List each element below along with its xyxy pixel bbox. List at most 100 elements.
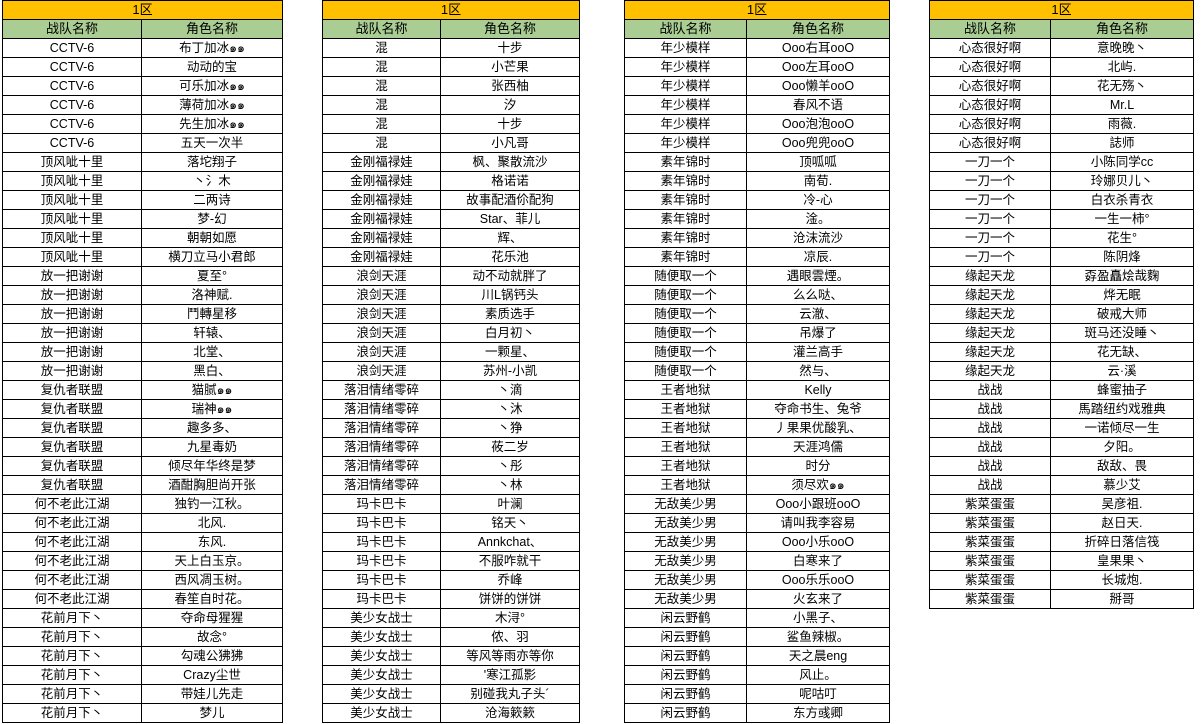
cell-team-name: 随便取一个	[624, 323, 747, 343]
cell-role-name: Ooo乐乐ooO	[746, 570, 890, 590]
cell-role-name: 布丁加冰๑๑	[141, 38, 283, 58]
cell-team-name: 战战	[929, 437, 1051, 457]
cell-team-name: 花前月下丶	[2, 684, 142, 704]
cell-team-name: 何不老此江湖	[2, 494, 142, 514]
cell-role-name: Mr.L	[1050, 95, 1194, 115]
cell-role-name: 十步	[440, 114, 580, 134]
cell-team-name: 顶风呲十里	[2, 190, 142, 210]
table-row: 顶风呲十里 横刀立马小君郎	[2, 247, 283, 267]
cell-team-name: 无敌美少男	[624, 551, 747, 571]
table-row: 紫菜蛋蛋 皇果果丶	[929, 551, 1194, 571]
table-row: 复仇者联盟 瑞神๑๑	[2, 399, 283, 419]
cell-team-name: 金刚福禄娃	[322, 209, 441, 229]
cell-team-name: 浪剑天涯	[322, 361, 441, 381]
table-row: 紫菜蛋蛋 掰哥	[929, 589, 1194, 609]
table-row: 顶风呲十里 朝朝如愿	[2, 228, 283, 248]
cell-role-name: 梦-幻	[141, 209, 283, 229]
cell-team-name: 闲云野鹤	[624, 608, 747, 628]
cell-role-name: 云·溪	[1050, 361, 1194, 381]
table-title-row: 1区	[624, 0, 890, 20]
cell-team-name: 心态很好啊	[929, 57, 1051, 77]
cell-team-name: 无敌美少男	[624, 513, 747, 533]
cell-role-name: 带娃儿先走	[141, 684, 283, 704]
cell-team-name: 缘起天龙	[929, 285, 1051, 305]
cell-role-name: 淦。	[746, 209, 890, 229]
cell-role-name: 横刀立马小君郎	[141, 247, 283, 267]
table-row: 美少女战士 木浔°	[322, 608, 580, 628]
table-row: 王者地狱 Kelly	[624, 380, 890, 400]
cell-team-name: 何不老此江湖	[2, 589, 142, 609]
cell-team-name: 浪剑天涯	[322, 323, 441, 343]
cell-team-name: 随便取一个	[624, 304, 747, 324]
table-row: 无敌美少男 Ooo小跟班ooO	[624, 494, 890, 514]
cell-team-name: 花前月下丶	[2, 646, 142, 666]
cell-role-name: 敌敌、畏	[1050, 456, 1194, 476]
cell-team-name: 缘起天龙	[929, 342, 1051, 362]
cell-role-name: 格诺诺	[440, 171, 580, 191]
cell-team-name: 玛卡巴卡	[322, 494, 441, 514]
cell-role-name: 饼饼的饼饼	[440, 589, 580, 609]
table-row: 花前月下丶 梦儿	[2, 703, 283, 723]
cell-role-name: 天涯鸿儒	[746, 437, 890, 457]
table-row: 复仇者联盟 九星毒奶	[2, 437, 283, 457]
column-header-team: 战队名称	[322, 19, 441, 39]
table-header-row: 战队名称 角色名称	[624, 19, 890, 39]
cell-role-name: 夺命母猩猩	[141, 608, 283, 628]
table-row: 放一把谢谢 黑白、	[2, 361, 283, 381]
table-title-row: 1区	[2, 0, 283, 20]
cell-role-name: 小凡哥	[440, 133, 580, 153]
table-row: 年少模样 春风不语	[624, 95, 890, 115]
cell-role-name: 意晚晚丶	[1050, 38, 1194, 58]
table-row: 复仇者联盟 趣多多、	[2, 418, 283, 438]
table-row: 缘起天龙 孬盈矗烩哉麴	[929, 266, 1194, 286]
cell-role-name: 小芒果	[440, 57, 580, 77]
cell-role-name: 陈阴烽	[1050, 247, 1194, 267]
cell-role-name: 顶呱呱	[746, 152, 890, 172]
table-row: 无敌美少男 Ooo乐乐ooO	[624, 570, 890, 590]
cell-role-name: 侬、羽	[440, 627, 580, 647]
cell-team-name: 浪剑天涯	[322, 285, 441, 305]
table-row: 随便取一个 吊爆了	[624, 323, 890, 343]
table-row: CCTV-6 布丁加冰๑๑	[2, 38, 283, 58]
cell-team-name: 一刀一个	[929, 247, 1051, 267]
cell-team-name: 年少模样	[624, 95, 747, 115]
cell-role-name: 请叫我李容易	[746, 513, 890, 533]
table-row: 随便取一个 然与、	[624, 361, 890, 381]
cell-team-name: 王者地狱	[624, 456, 747, 476]
cell-team-name: CCTV-6	[2, 38, 142, 58]
column-header-team: 战队名称	[2, 19, 142, 39]
table-row: 年少模样 Ooo兜兜ooO	[624, 133, 890, 153]
cell-role-name: 乔峰	[440, 570, 580, 590]
cell-role-name: 铭天丶	[440, 513, 580, 533]
table-row: 混小芒果	[322, 57, 580, 77]
cell-team-name: 王者地狱	[624, 475, 747, 495]
cell-team-name: 紫菜蛋蛋	[929, 589, 1051, 609]
cell-role-name: 十步	[440, 38, 580, 58]
cell-team-name: 随便取一个	[624, 285, 747, 305]
cell-team-name: 顶风呲十里	[2, 152, 142, 172]
table-row: 美少女战士 '寒江孤影	[322, 665, 580, 685]
cell-role-name: 灌兰高手	[746, 342, 890, 362]
table-row: 玛卡巴卡 Annkchat、	[322, 532, 580, 552]
table-row: 何不老此江湖 东风.	[2, 532, 283, 552]
cell-team-name: 心态很好啊	[929, 76, 1051, 96]
cell-team-name: 素年锦时	[624, 152, 747, 172]
cell-role-name: 猫腻๑๑	[141, 380, 283, 400]
cell-role-name: 苏州-小凯	[440, 361, 580, 381]
cell-team-name: 复仇者联盟	[2, 437, 142, 457]
cell-role-name: 春笙自时花。	[141, 589, 283, 609]
cell-team-name: 复仇者联盟	[2, 380, 142, 400]
roster-table: 1区 战队名称 角色名称 心态很好啊 意晚晚丶 心态很好啊 北屿. 心态很好啊 花无殇丶 心态很好…	[929, 0, 1194, 609]
table-row: 心态很好啊 誌师	[929, 133, 1194, 153]
table-row: 落泪情绪零碎 丶沐	[322, 399, 580, 419]
cell-team-name: 无敌美少男	[624, 532, 747, 552]
table-row: 复仇者联盟 倾尽年华终是梦	[2, 456, 283, 476]
cell-role-name: 吴彦祖.	[1050, 494, 1194, 514]
cell-role-name: 九星毒奶	[141, 437, 283, 457]
cell-role-name: 天上白玉京。	[141, 551, 283, 571]
cell-role-name: Star、菲儿	[440, 209, 580, 229]
cell-team-name: 一刀一个	[929, 190, 1051, 210]
cell-role-name: 丶滴	[440, 380, 580, 400]
cell-team-name: 年少模样	[624, 57, 747, 77]
cell-team-name: CCTV-6	[2, 133, 142, 153]
